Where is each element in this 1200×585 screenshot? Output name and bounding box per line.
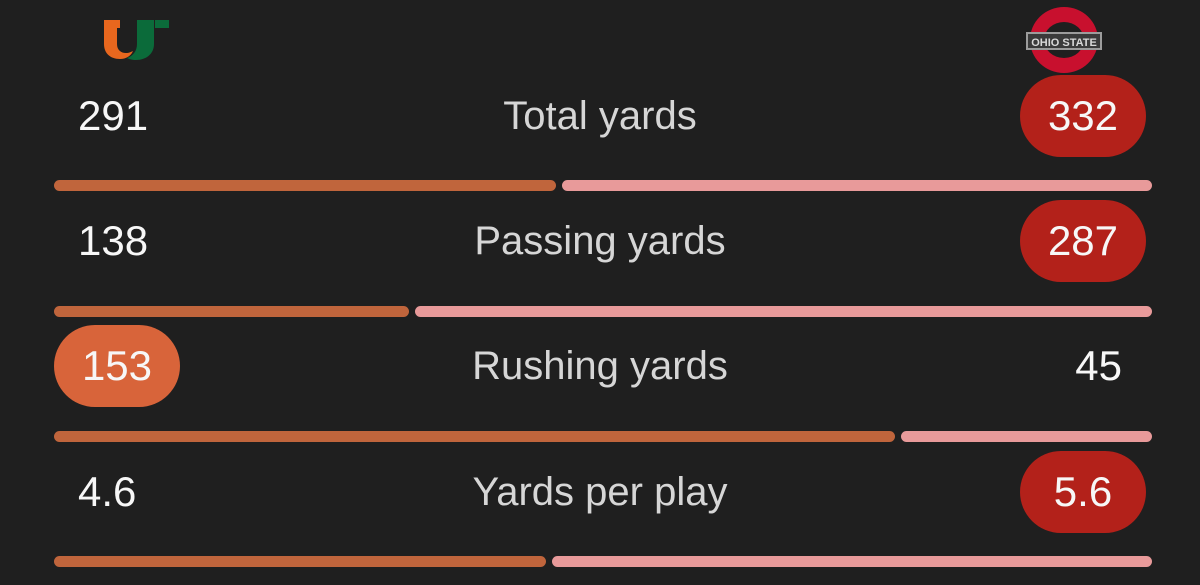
stat-row-yards-per-play: 4.6 Yards per play 5.6 xyxy=(0,451,1200,533)
away-value: 291 xyxy=(78,92,149,139)
comparison-bar xyxy=(54,180,1152,191)
home-bar-segment xyxy=(562,180,1152,191)
home-bar-segment xyxy=(900,431,1152,442)
stat-label: Passing yards xyxy=(474,219,726,263)
miami-u-logo-icon xyxy=(104,20,169,60)
stat-label: Total yards xyxy=(503,94,697,138)
away-value-highlight: 153 xyxy=(54,325,180,407)
home-value-highlight: 332 xyxy=(1020,75,1146,157)
stat-row-passing-yards: 138 Passing yards 287 xyxy=(0,200,1200,282)
comparison-bar xyxy=(54,431,1152,442)
comparison-bar xyxy=(54,306,1152,317)
svg-text:OHIO STATE: OHIO STATE xyxy=(1031,37,1097,49)
stat-label: Rushing yards xyxy=(472,344,728,388)
away-value: 138 xyxy=(78,217,149,264)
stat-row-rushing-yards: 153 Rushing yards 45 xyxy=(0,325,1200,407)
away-bar-segment xyxy=(54,180,557,191)
away-value: 4.6 xyxy=(78,468,137,515)
ohio-state-logo-icon: OHIO STATE xyxy=(1026,7,1102,73)
comparison-bar xyxy=(54,556,1152,567)
away-bar-segment xyxy=(54,306,409,317)
home-value-highlight: 5.6 xyxy=(1020,451,1146,533)
stat-row-total-yards: 291 Total yards 332 xyxy=(0,75,1200,157)
away-bar-segment xyxy=(54,431,895,442)
home-bar-segment xyxy=(414,306,1152,317)
home-value-highlight: 287 xyxy=(1020,200,1146,282)
home-bar-segment xyxy=(552,556,1152,567)
away-bar-segment xyxy=(54,556,547,567)
home-value: 45 xyxy=(1075,342,1122,389)
stat-label: Yards per play xyxy=(472,470,728,514)
